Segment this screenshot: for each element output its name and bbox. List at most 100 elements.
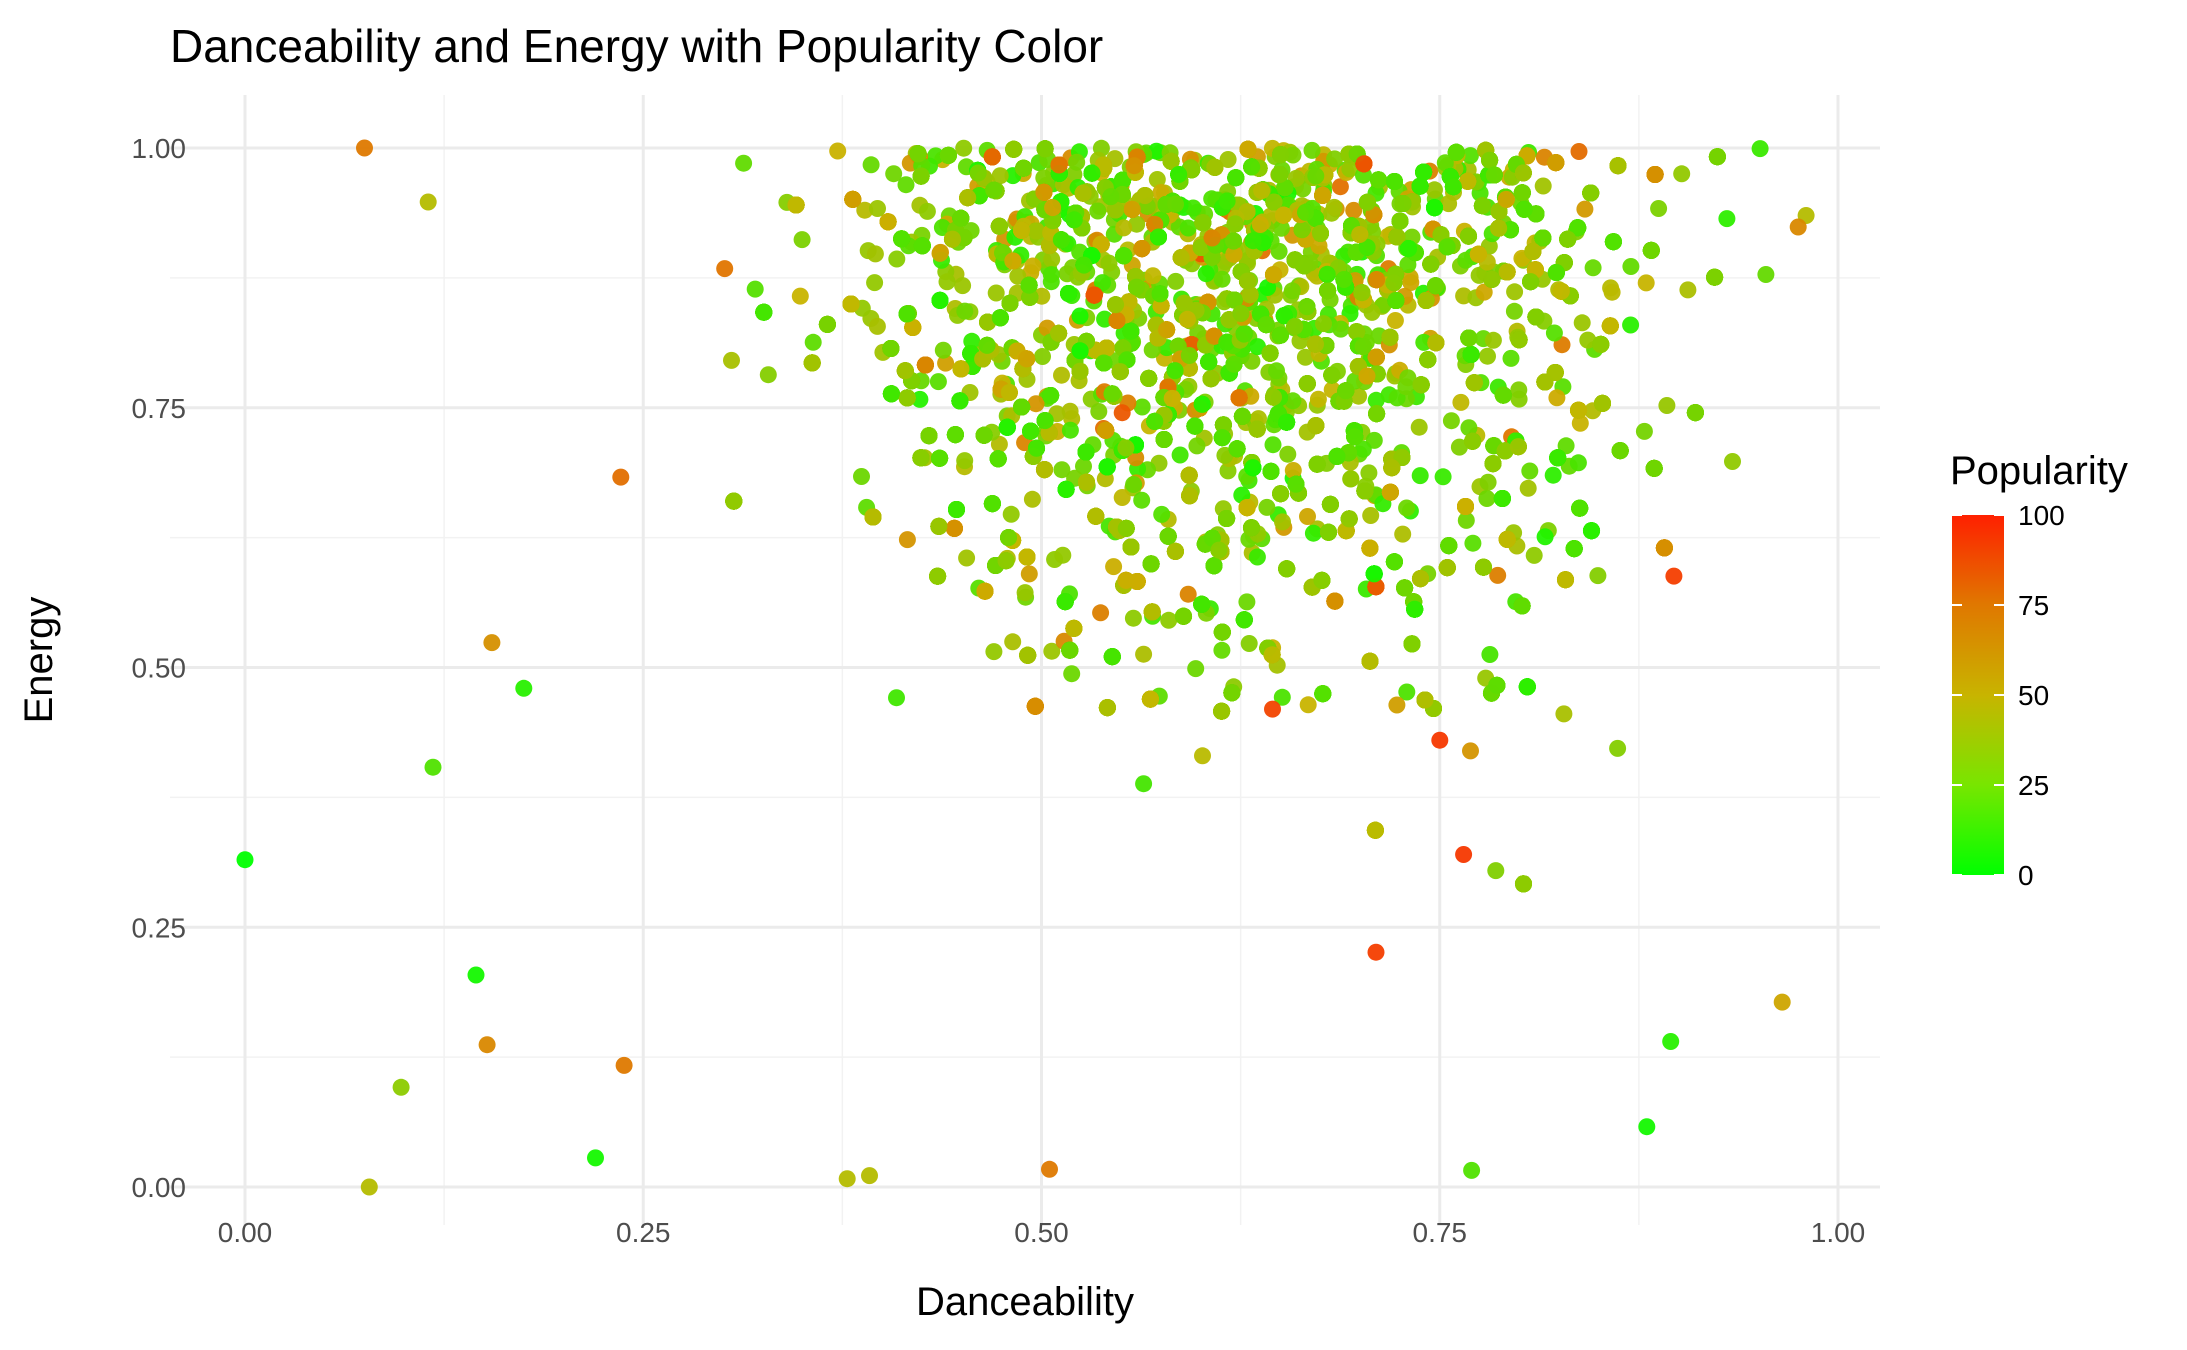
data-point — [1053, 366, 1070, 384]
chart-title: Danceability and Energy with Popularity … — [170, 20, 1103, 72]
data-point — [1219, 151, 1237, 168]
data-point — [1331, 178, 1349, 196]
data-point — [1133, 398, 1151, 416]
data-point — [1464, 534, 1482, 552]
data-point — [1363, 303, 1381, 321]
data-point — [991, 167, 1009, 185]
data-point — [1184, 199, 1202, 217]
data-point — [1105, 558, 1123, 576]
data-point — [1341, 160, 1359, 178]
data-point — [1450, 438, 1468, 456]
data-point — [1075, 457, 1092, 475]
data-point — [1457, 511, 1475, 529]
data-point — [1128, 215, 1146, 233]
data-point — [1283, 282, 1301, 300]
data-point — [1135, 775, 1153, 793]
data-point — [1470, 266, 1488, 284]
data-point — [791, 287, 809, 305]
data-point — [1124, 609, 1142, 627]
data-point — [1325, 198, 1343, 216]
data-point — [1179, 585, 1197, 603]
data-point — [1635, 422, 1653, 440]
data-point — [1534, 177, 1552, 195]
data-point — [1548, 389, 1566, 407]
data-point — [1304, 524, 1322, 542]
data-point — [735, 154, 753, 172]
data-point — [1002, 505, 1020, 523]
data-point — [1299, 696, 1317, 714]
data-point — [1063, 665, 1081, 683]
data-point — [1274, 513, 1291, 531]
data-point — [1679, 281, 1697, 299]
data-point — [1506, 283, 1524, 301]
data-point — [1478, 490, 1496, 507]
data-point — [1521, 462, 1539, 480]
data-point — [1171, 446, 1189, 464]
data-point — [1442, 412, 1460, 430]
data-point — [1024, 257, 1042, 275]
data-point — [1475, 283, 1493, 301]
data-point — [1219, 462, 1237, 480]
data-point — [1398, 683, 1416, 701]
data-point — [958, 549, 976, 567]
data-point — [1259, 279, 1277, 296]
data-point — [793, 231, 811, 249]
data-point — [1023, 490, 1041, 508]
data-point — [1194, 747, 1211, 765]
data-point — [1027, 395, 1045, 413]
data-point — [866, 274, 884, 292]
data-point — [1299, 508, 1316, 525]
data-point — [716, 260, 734, 278]
data-point — [1043, 642, 1061, 660]
data-point — [1096, 310, 1114, 328]
data-point — [1573, 314, 1591, 332]
data-point — [1460, 419, 1478, 437]
data-point — [1248, 548, 1266, 566]
data-point — [1284, 392, 1302, 410]
data-point — [1399, 369, 1417, 387]
data-point — [1388, 696, 1406, 714]
data-point — [1238, 593, 1256, 611]
data-point — [1061, 421, 1079, 439]
data-point — [934, 341, 952, 359]
data-point — [1303, 141, 1321, 159]
data-point — [1622, 258, 1640, 275]
data-point — [1179, 219, 1197, 237]
data-point — [1068, 153, 1086, 171]
data-point — [1148, 171, 1166, 188]
data-point — [1637, 274, 1655, 292]
data-point — [1249, 338, 1266, 356]
data-point — [1279, 445, 1297, 463]
data-points — [236, 139, 1815, 1196]
data-point — [746, 280, 764, 298]
data-point — [1589, 567, 1607, 585]
data-point — [1144, 267, 1162, 285]
data-point — [1309, 390, 1327, 408]
data-point — [1053, 461, 1071, 479]
data-point — [954, 277, 972, 295]
data-point — [1401, 268, 1419, 286]
data-point — [931, 244, 949, 262]
data-point — [856, 201, 874, 219]
data-point — [1481, 646, 1499, 663]
data-point — [1658, 397, 1676, 414]
data-point — [1505, 302, 1523, 320]
data-point — [1434, 468, 1452, 486]
data-point — [1167, 272, 1185, 290]
data-point — [869, 200, 886, 217]
data-point — [888, 250, 906, 268]
data-point — [1751, 140, 1769, 158]
data-point — [1603, 283, 1621, 301]
data-point — [1061, 402, 1079, 420]
data-point — [987, 284, 1005, 302]
data-point — [1004, 633, 1022, 651]
data-point — [956, 452, 974, 470]
data-point — [868, 317, 886, 335]
data-point — [990, 435, 1008, 453]
data-point — [1332, 320, 1350, 338]
data-point — [1576, 200, 1594, 218]
data-point — [1457, 251, 1475, 269]
data-point — [1100, 254, 1118, 272]
data-point — [1362, 507, 1380, 524]
data-point — [918, 202, 936, 220]
